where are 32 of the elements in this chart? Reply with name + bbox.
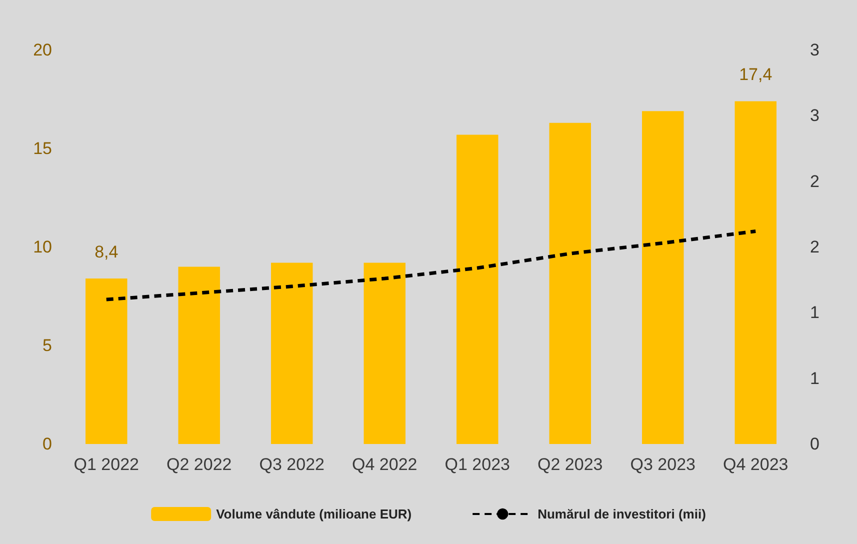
bar bbox=[549, 122, 591, 444]
y-tick-label: 20 bbox=[33, 40, 52, 60]
y-tick-label: 5 bbox=[42, 336, 52, 355]
y-tick-label: 15 bbox=[33, 139, 52, 158]
y2-tick-label: 1 bbox=[810, 303, 820, 322]
bar bbox=[456, 134, 498, 444]
legend-label: Numărul de investitori (mii) bbox=[538, 506, 706, 522]
x-tick-label: Q1 2022 bbox=[74, 455, 139, 474]
y2-tick-label: 3 bbox=[810, 40, 820, 60]
bar bbox=[734, 101, 776, 444]
legend-label: Volume vândute (milioane EUR) bbox=[216, 506, 412, 522]
y2-tick-label: 0 bbox=[810, 434, 820, 454]
y2-tick-label: 3 bbox=[810, 106, 820, 126]
y2-tick-label: 2 bbox=[810, 238, 820, 256]
y-tick-label: 0 bbox=[42, 434, 52, 454]
x-tick-label: Q3 2023 bbox=[630, 455, 696, 474]
y-tick-label: 10 bbox=[33, 238, 52, 256]
y2-tick-label: 2 bbox=[810, 172, 820, 191]
x-tick-label: Q2 2023 bbox=[538, 455, 603, 474]
bar bbox=[86, 278, 128, 444]
x-tick-label: Q4 2023 bbox=[723, 455, 788, 474]
bar bbox=[178, 266, 220, 444]
bar bbox=[364, 262, 406, 444]
y2-tick-label: 1 bbox=[810, 368, 820, 388]
data-label: 8,4 bbox=[94, 242, 118, 262]
bar bbox=[642, 111, 684, 444]
bar bbox=[271, 262, 313, 444]
data-label: 17,4 bbox=[739, 65, 772, 84]
x-tick-label: Q1 2023 bbox=[444, 455, 510, 474]
x-tick-label: Q4 2022 bbox=[352, 455, 418, 474]
x-tick-label: Q3 2022 bbox=[259, 455, 324, 474]
x-tick-label: Q2 2022 bbox=[166, 455, 232, 474]
